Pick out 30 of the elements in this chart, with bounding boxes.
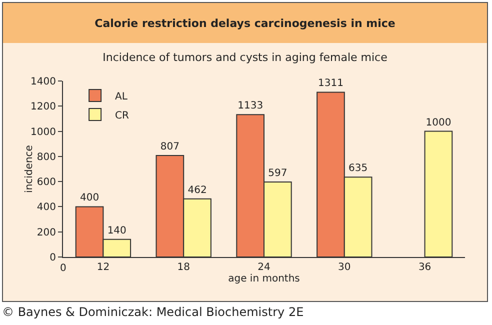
data-label: 400 <box>80 192 100 204</box>
y-tick-label: 400 <box>36 202 56 214</box>
chart-title: Calorie restriction delays carcinogenesis in mice <box>3 3 487 43</box>
x-axis-title: age in months <box>228 274 300 284</box>
y-tick-label: 1400 <box>30 76 56 88</box>
y-tick-label: 200 <box>36 227 56 238</box>
x-tick-label: 12 <box>96 262 110 273</box>
text: © Baynes & Dominiczak: Medical Biochemistry 2E <box>2 305 304 319</box>
y-tick-label: 1200 <box>30 102 56 113</box>
data-label: 1000 <box>426 117 452 128</box>
data-label: 807 <box>160 142 180 153</box>
data-label: 597 <box>268 168 288 179</box>
y-tick-label: 600 <box>36 177 56 188</box>
data-label: 140 <box>107 225 126 236</box>
text: 0 <box>60 263 66 274</box>
legend-label: CR <box>115 110 130 122</box>
legend-label: AL <box>115 91 128 102</box>
x-tick-label: 36 <box>418 262 432 273</box>
data-label: 1133 <box>238 100 264 112</box>
x-tick-label: 30 <box>338 262 351 273</box>
y-axis-title: incidence <box>24 145 35 193</box>
y-tick-label: 0 <box>50 252 56 264</box>
y-tick-label: 800 <box>36 152 56 163</box>
data-label: 635 <box>348 163 368 174</box>
data-label: 1311 <box>318 78 344 90</box>
chart-subtitle: Incidence of tumors and cysts in aging female mice <box>102 51 388 64</box>
y-tick-label: 1000 <box>30 126 56 138</box>
x-tick-label: 24 <box>258 262 270 273</box>
data-label: 462 <box>188 184 207 196</box>
x-tick-label: 18 <box>177 262 190 273</box>
